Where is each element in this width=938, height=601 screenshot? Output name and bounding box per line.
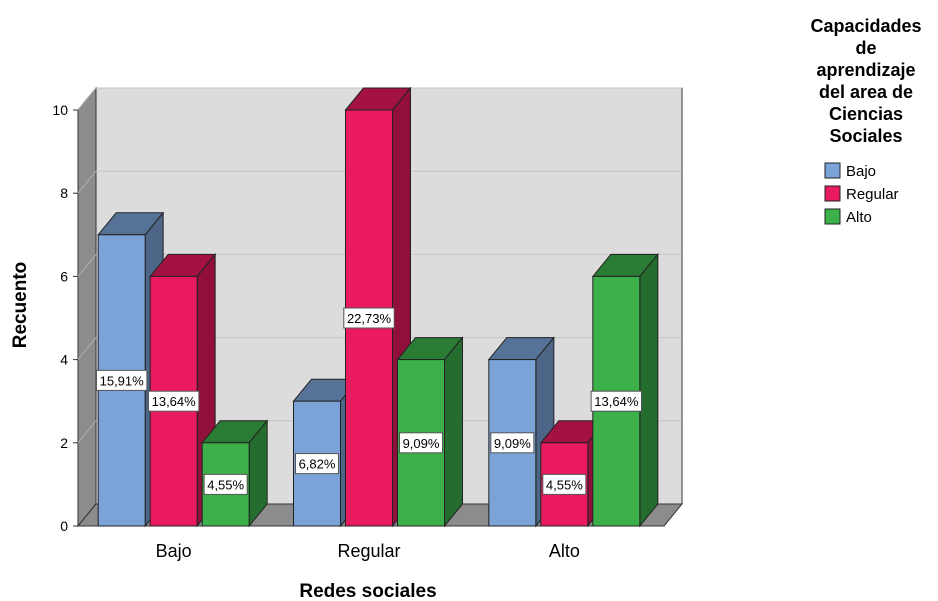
y-tick-label: 10: [52, 102, 68, 118]
data-label-text: 22,73%: [347, 311, 392, 326]
gridline-side: [77, 254, 97, 277]
bar-bajo-alto: [201, 419, 269, 528]
data-label: 4,55%: [542, 473, 587, 495]
data-label-box: [147, 390, 200, 412]
y-tick-label: 4: [60, 352, 68, 368]
left-wall: [77, 86, 97, 528]
legend-item-regular: Regular: [824, 185, 899, 203]
data-label: 9,09%: [399, 432, 443, 454]
legend-swatch: [824, 208, 841, 225]
data-label: 6,82%: [295, 453, 339, 475]
data-label: 4,55%: [203, 473, 248, 495]
legend-title-line: Ciencias: [829, 104, 903, 124]
legend-item-alto: Alto: [824, 208, 872, 226]
data-label-box: [490, 432, 535, 454]
data-label-text: 13,64%: [152, 394, 197, 409]
gridline-side: [77, 170, 97, 194]
gridline-side: [77, 87, 97, 111]
data-labels: 15,91% 13,64% 4,55% 6,82% 22,73% 9,09% 9,09% 4,…: [95, 307, 643, 495]
data-label-text: 6,82%: [299, 457, 336, 472]
bar-side: [639, 252, 659, 528]
bar-side: [444, 336, 463, 528]
data-label: 22,73%: [343, 307, 395, 329]
legend-title-line: de: [855, 38, 876, 58]
data-label-box: [399, 432, 443, 454]
y-axis-ticks: 0 2 4 6 8 10: [52, 102, 78, 534]
legend-title-line: Capacidades: [810, 16, 921, 36]
data-label: 15,91%: [95, 369, 148, 391]
data-label: 9,09%: [490, 432, 535, 454]
legend-title-line: del area de: [819, 82, 913, 102]
legend-item-bajo: Bajo: [824, 162, 876, 180]
bar-regular-alto: [396, 336, 464, 528]
data-label-text: 15,91%: [100, 373, 145, 388]
data-label-box: [343, 307, 395, 329]
data-label: 13,64%: [590, 390, 643, 412]
data-label-text: 9,09%: [494, 436, 531, 451]
x-tick-label: Regular: [337, 541, 400, 561]
data-label-text: 4,55%: [207, 477, 244, 492]
y-axis-title: Recuento: [10, 262, 31, 349]
data-label-box: [542, 473, 587, 495]
legend-label: Alto: [846, 209, 872, 226]
legend: Capacidades de aprendizaje del area de Cienc…: [810, 16, 921, 226]
legend-label: Regular: [846, 186, 899, 203]
legend-title: Capacidades de aprendizaje del area de Cienc…: [810, 16, 921, 146]
bar-alto-alto: [591, 252, 659, 528]
x-axis-title: Redes sociales: [299, 581, 436, 601]
data-label: 13,64%: [147, 390, 200, 412]
y-tick-label: 8: [60, 185, 68, 201]
data-label-box: [590, 390, 643, 412]
data-label-box: [295, 453, 339, 475]
legend-swatch: [824, 162, 841, 179]
legend-label: Bajo: [846, 163, 876, 180]
data-label-box: [203, 473, 248, 495]
gridline-side: [77, 337, 97, 360]
bars: [97, 86, 659, 528]
data-label-text: 13,64%: [594, 394, 639, 409]
y-tick-label: 2: [60, 435, 68, 451]
legend-title-line: Sociales: [829, 126, 902, 146]
x-axis-ticks: Bajo Regular Alto: [156, 541, 580, 561]
data-label-text: 4,55%: [546, 477, 583, 492]
x-tick-label: Bajo: [156, 541, 192, 561]
y-tick-label: 0: [60, 518, 68, 534]
gridline-side: [77, 420, 97, 444]
y-tick-label: 6: [60, 268, 68, 284]
data-label-text: 9,09%: [403, 436, 440, 451]
data-label-box: [95, 369, 148, 391]
x-tick-label: Alto: [549, 541, 580, 561]
legend-title-line: aprendizaje: [816, 60, 915, 80]
legend-swatch: [824, 185, 841, 202]
